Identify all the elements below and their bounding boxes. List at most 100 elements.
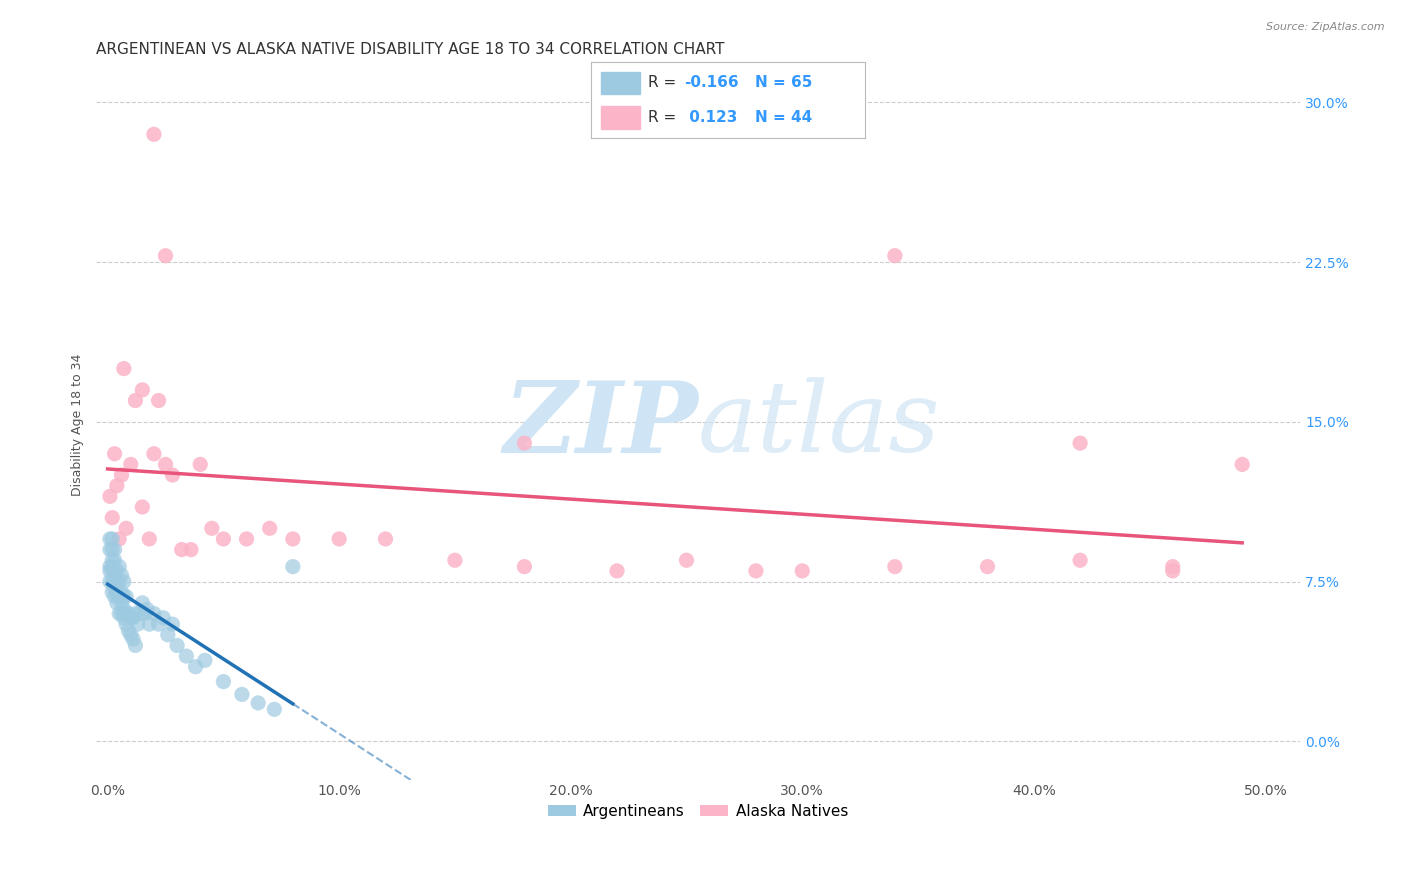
Point <box>120 458 142 472</box>
Point <box>259 521 281 535</box>
Point <box>103 553 125 567</box>
Point <box>105 564 128 578</box>
Point <box>105 596 128 610</box>
Point <box>212 674 235 689</box>
Point <box>675 553 697 567</box>
Point <box>180 542 202 557</box>
Point <box>1069 553 1091 567</box>
Point <box>155 249 177 263</box>
Point <box>98 564 121 578</box>
Point <box>152 611 174 625</box>
Point <box>328 532 350 546</box>
Point <box>117 607 139 621</box>
Point <box>101 574 124 589</box>
Point <box>142 128 165 142</box>
Point <box>112 574 135 589</box>
Point <box>235 532 257 546</box>
Point <box>136 602 159 616</box>
Point <box>374 532 396 546</box>
Point <box>120 611 142 625</box>
Text: R =: R = <box>648 76 682 90</box>
Point <box>513 559 536 574</box>
Point <box>155 458 177 472</box>
Point <box>101 585 124 599</box>
Point <box>131 383 153 397</box>
Point <box>108 607 131 621</box>
Y-axis label: Disability Age 18 to 34: Disability Age 18 to 34 <box>72 354 84 496</box>
Point <box>281 559 304 574</box>
Point <box>115 617 138 632</box>
Point <box>115 607 138 621</box>
Bar <box>602 71 640 95</box>
Point <box>231 687 253 701</box>
Point <box>110 585 132 599</box>
Text: ZIP: ZIP <box>503 376 697 474</box>
Point <box>120 628 142 642</box>
Point <box>188 458 211 472</box>
Point <box>110 468 132 483</box>
Point <box>103 590 125 604</box>
Point <box>166 639 188 653</box>
Point <box>1230 458 1253 472</box>
Point <box>98 489 121 503</box>
Point <box>129 607 152 621</box>
Text: Source: ZipAtlas.com: Source: ZipAtlas.com <box>1267 22 1385 32</box>
Point <box>108 559 131 574</box>
Point <box>103 542 125 557</box>
Point <box>883 249 905 263</box>
Point <box>162 468 184 483</box>
Point <box>112 590 135 604</box>
Point <box>281 532 304 546</box>
Bar <box>602 106 640 129</box>
Point <box>108 574 131 589</box>
Text: N = 65: N = 65 <box>755 76 813 90</box>
Point <box>131 596 153 610</box>
Point <box>883 559 905 574</box>
Point <box>108 590 131 604</box>
Point <box>110 568 132 582</box>
Point <box>108 532 131 546</box>
Point <box>101 532 124 546</box>
Point <box>513 436 536 450</box>
Point <box>101 542 124 557</box>
Point <box>142 607 165 621</box>
Point <box>1069 436 1091 450</box>
Point <box>124 607 146 621</box>
Point <box>112 611 135 625</box>
Point <box>110 596 132 610</box>
Point <box>148 393 170 408</box>
Point <box>138 532 160 546</box>
Point <box>105 479 128 493</box>
Point <box>122 632 145 646</box>
Point <box>247 696 270 710</box>
Text: R =: R = <box>648 111 682 125</box>
Point <box>98 559 121 574</box>
Point <box>103 564 125 578</box>
Text: ARGENTINEAN VS ALASKA NATIVE DISABILITY AGE 18 TO 34 CORRELATION CHART: ARGENTINEAN VS ALASKA NATIVE DISABILITY … <box>96 42 724 57</box>
Point <box>115 590 138 604</box>
Point <box>122 611 145 625</box>
Point <box>184 659 207 673</box>
Point <box>1161 564 1184 578</box>
Point <box>103 447 125 461</box>
Point <box>98 574 121 589</box>
Point <box>212 532 235 546</box>
Point <box>131 500 153 514</box>
Point <box>745 564 768 578</box>
Point <box>110 607 132 621</box>
Point <box>98 542 121 557</box>
Text: N = 44: N = 44 <box>755 111 813 125</box>
Point <box>124 639 146 653</box>
Point <box>201 521 224 535</box>
Point <box>148 617 170 632</box>
Point <box>103 574 125 589</box>
Point <box>124 393 146 408</box>
Text: atlas: atlas <box>697 377 941 473</box>
Point <box>101 559 124 574</box>
Point <box>98 532 121 546</box>
Point <box>138 617 160 632</box>
Point <box>170 542 193 557</box>
Point <box>134 607 156 621</box>
Point <box>156 628 179 642</box>
Point <box>105 585 128 599</box>
